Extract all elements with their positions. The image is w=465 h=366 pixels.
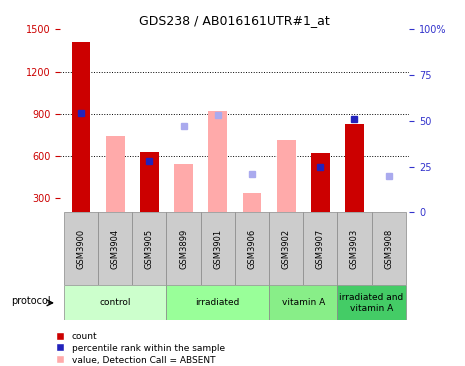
Text: GSM3907: GSM3907: [316, 229, 325, 269]
Bar: [338, 285, 406, 320]
Bar: [64, 212, 98, 285]
Bar: [303, 212, 338, 285]
Bar: [106, 136, 125, 212]
Bar: [200, 212, 235, 285]
Bar: [269, 285, 338, 320]
Text: GSM3899: GSM3899: [179, 229, 188, 269]
Text: control: control: [100, 298, 131, 307]
Text: irradiated and
vitamin A: irradiated and vitamin A: [339, 293, 404, 313]
Text: GSM3904: GSM3904: [111, 229, 120, 269]
Text: GSM3908: GSM3908: [384, 229, 393, 269]
Text: GSM3906: GSM3906: [247, 229, 256, 269]
Bar: [174, 164, 193, 212]
Bar: [338, 212, 372, 285]
Bar: [311, 153, 330, 212]
Bar: [166, 285, 269, 320]
Legend: count, percentile rank within the sample, value, Detection Call = ABSENT, rank, : count, percentile rank within the sample…: [56, 332, 225, 366]
Text: GSM3905: GSM3905: [145, 229, 154, 269]
Text: GSM3901: GSM3901: [213, 229, 222, 269]
Bar: [64, 285, 166, 320]
Bar: [98, 212, 132, 285]
Bar: [372, 212, 406, 285]
Bar: [345, 124, 364, 212]
Title: GDS238 / AB016161UTR#1_at: GDS238 / AB016161UTR#1_at: [140, 14, 330, 27]
Bar: [132, 212, 166, 285]
Bar: [243, 193, 261, 212]
Bar: [140, 152, 159, 212]
Bar: [208, 111, 227, 212]
Bar: [269, 212, 303, 285]
Text: GSM3903: GSM3903: [350, 229, 359, 269]
Text: GSM3902: GSM3902: [282, 229, 291, 269]
Bar: [277, 141, 296, 212]
Bar: [166, 212, 200, 285]
Text: protocol: protocol: [11, 296, 51, 306]
Text: irradiated: irradiated: [196, 298, 240, 307]
Text: vitamin A: vitamin A: [282, 298, 325, 307]
Text: GSM3900: GSM3900: [76, 229, 86, 269]
Bar: [235, 212, 269, 285]
Bar: [72, 42, 90, 212]
